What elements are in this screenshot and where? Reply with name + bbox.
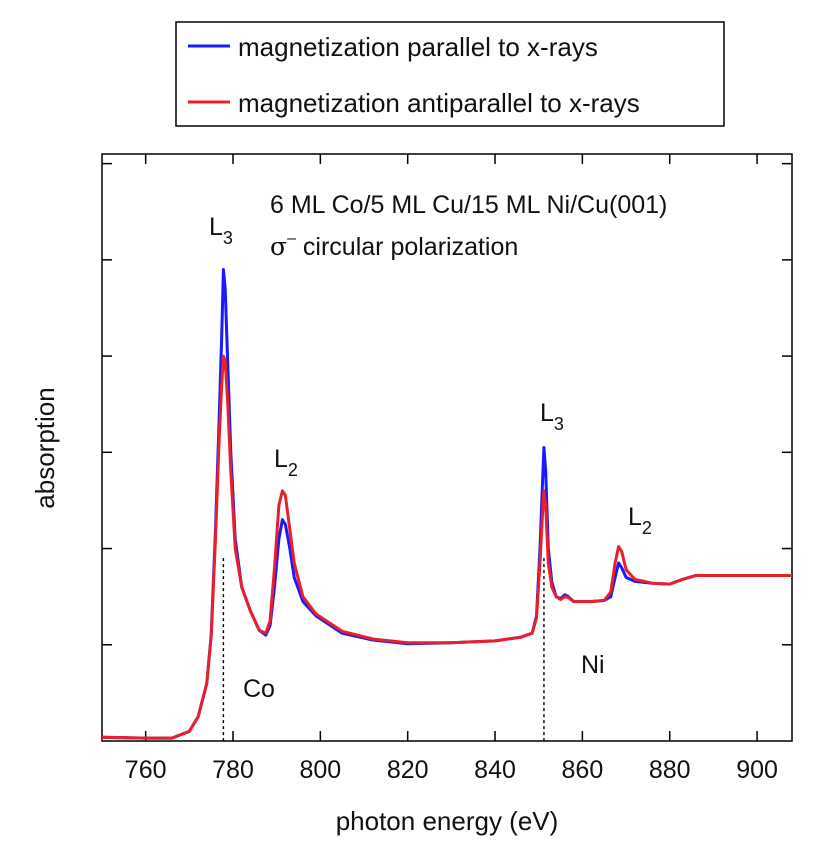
legend-box — [175, 21, 725, 127]
x-tick-label-900: 900 — [736, 756, 778, 784]
plot-frame — [101, 153, 793, 742]
x-tick-label-760: 760 — [125, 756, 167, 784]
x-tick-label-780: 780 — [212, 756, 254, 784]
x-tick-label-800: 800 — [299, 756, 341, 784]
x-tick-labels: 760 780 800 820 840 860 880 900 — [125, 756, 778, 784]
legend-label-antiparallel: magnetization antiparallel to x-rays — [238, 88, 640, 118]
sigma-symbol: σ — [270, 232, 287, 261]
co-edge-label: Co — [243, 675, 275, 703]
sigma-superscript: – — [287, 230, 296, 247]
co-l2-sub: 2 — [288, 460, 298, 480]
co-l3-label: L3 — [209, 213, 233, 248]
x-tick-label-820: 820 — [387, 756, 429, 784]
co-l2-label: L2 — [274, 445, 298, 480]
ni-l2-label: L2 — [628, 503, 652, 538]
co-l3-sub: 3 — [223, 228, 233, 248]
ni-l2-sub: 2 — [642, 518, 652, 538]
x-tick-label-860: 860 — [562, 756, 604, 784]
co-l3-main: L — [209, 213, 223, 241]
ni-l3-sub: 3 — [554, 414, 564, 434]
co-l2-main: L — [274, 445, 288, 473]
edge-markers — [222, 558, 545, 741]
x-tick-label-880: 880 — [649, 756, 691, 784]
sample-label: 6 ML Co/5 ML Cu/15 ML Ni/Cu(001) — [270, 191, 667, 219]
series-lines — [101, 268, 792, 740]
polarization-text: circular polarization — [296, 233, 518, 261]
ni-edge-label: Ni — [581, 651, 605, 679]
ni-l3-label: L3 — [540, 399, 564, 434]
x-axis-title: photon energy (eV) — [336, 806, 559, 836]
ni-l3-main: L — [540, 399, 554, 427]
legend: magnetization parallel to x-rays magneti… — [175, 21, 725, 127]
series-antiparallel-line — [101, 354, 792, 740]
x-tick-label-840: 840 — [474, 756, 516, 784]
series-parallel-line — [101, 268, 792, 740]
y-axis-title: absorption — [30, 387, 60, 508]
polarization-label: σ– circular polarization — [270, 230, 518, 261]
axis-ticks — [102, 154, 792, 741]
ni-l2-main: L — [628, 503, 642, 531]
legend-label-parallel: magnetization parallel to x-rays — [238, 32, 598, 62]
